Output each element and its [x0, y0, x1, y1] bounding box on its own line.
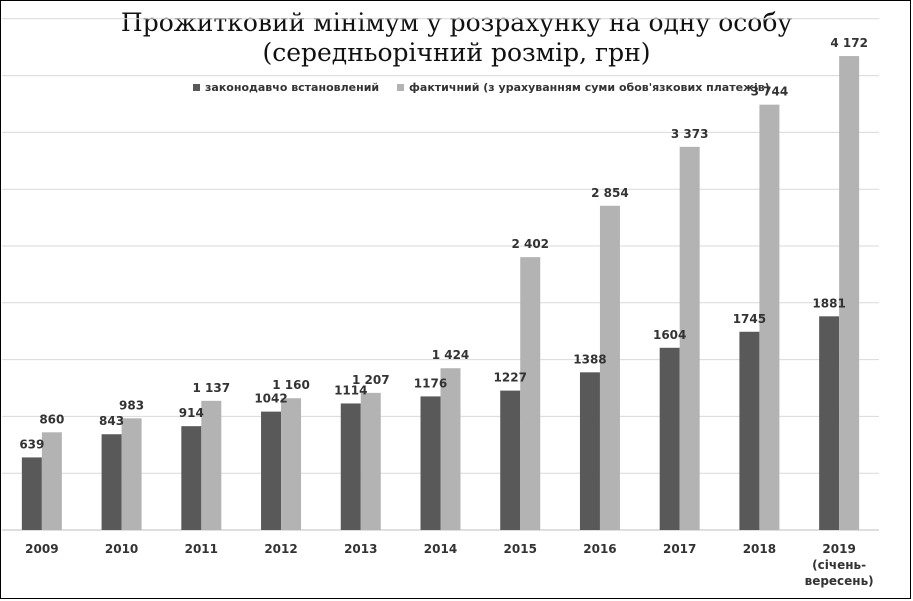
- data-label-statutory-2012: 1042: [254, 392, 287, 406]
- bar-statutory-2012: [261, 411, 282, 530]
- x-tick-sublabel-2019-0: (січень-: [812, 558, 866, 572]
- bar-actual-2015: [520, 257, 541, 530]
- legend-item-actual: фактичний (з урахуванням суми обов'язков…: [397, 81, 770, 94]
- bar-actual-2019: [839, 56, 860, 531]
- bar-actual-2012: [281, 398, 302, 530]
- x-tick-label-2009: 2009: [25, 542, 58, 556]
- x-tick-sublabel-2019-1: вересень): [805, 574, 874, 588]
- bar-actual-2014: [440, 368, 461, 530]
- x-tick-label-2010: 2010: [105, 542, 138, 556]
- bar-actual-2017: [679, 146, 700, 530]
- x-tick-label-2014: 2014: [424, 542, 457, 556]
- bar-actual-2011: [201, 400, 222, 530]
- bar-statutory-2009: [21, 457, 42, 530]
- bar-statutory-2018: [739, 331, 760, 530]
- data-label-actual-2019: 4 172: [830, 36, 868, 50]
- data-label-statutory-2018: 1745: [733, 312, 766, 326]
- bar-statutory-2017: [659, 347, 680, 530]
- chart-title: Прожитковий мінімум у розрахунку на одну…: [120, 8, 793, 37]
- x-tick-label-2019: 2019: [822, 542, 855, 556]
- bar-actual-2010: [121, 418, 142, 530]
- x-tick-label-2011: 2011: [185, 542, 218, 556]
- bars: [21, 56, 860, 531]
- x-tick-label-2015: 2015: [504, 542, 537, 556]
- x-tick-label-2016: 2016: [583, 542, 616, 556]
- data-label-statutory-2017: 1604: [653, 328, 686, 342]
- data-label-actual-2015: 2 402: [511, 237, 549, 251]
- data-label-actual-2017: 3 373: [671, 127, 709, 141]
- legend-label-statutory: законодавчо встановлений: [205, 81, 380, 94]
- data-label-actual-2011: 1 137: [193, 381, 231, 395]
- data-label-statutory-2014: 1176: [414, 376, 447, 390]
- legend-item-statutory: законодавчо встановлений: [193, 81, 379, 94]
- data-label-statutory-2013: 1114: [334, 383, 367, 397]
- bar-statutory-2013: [340, 403, 361, 530]
- bar-statutory-2015: [500, 390, 521, 530]
- data-label-actual-2016: 2 854: [591, 186, 629, 200]
- bar-statutory-2019: [819, 316, 840, 530]
- x-tick-label-2013: 2013: [344, 542, 377, 556]
- data-label-statutory-2016: 1388: [573, 352, 606, 366]
- bar-actual-2013: [360, 392, 381, 530]
- data-label-actual-2009: 860: [39, 412, 64, 426]
- chart-subtitle: (середньорічний розмір, грн): [262, 38, 651, 67]
- data-label-actual-2014: 1 424: [432, 348, 470, 362]
- x-tick-label-2018: 2018: [743, 542, 776, 556]
- bar-statutory-2016: [579, 372, 600, 530]
- bar-actual-2018: [759, 104, 780, 530]
- legend-swatch-statutory: [193, 84, 200, 91]
- x-tick-label-2012: 2012: [264, 542, 297, 556]
- data-label-actual-2018: 3 744: [751, 85, 789, 99]
- data-label-actual-2010: 983: [119, 398, 144, 412]
- data-label-actual-2013: 1 207: [352, 373, 390, 387]
- bar-statutory-2010: [101, 434, 122, 530]
- bar-actual-2009: [41, 432, 62, 530]
- data-label-statutory-2009: 639: [19, 437, 44, 451]
- data-label-statutory-2015: 1227: [494, 371, 527, 385]
- data-label-statutory-2011: 914: [179, 406, 204, 420]
- data-label-actual-2012: 1 160: [272, 378, 310, 392]
- x-tick-label-2017: 2017: [663, 542, 696, 556]
- x-axis: 2009 2010 2011 2012 2013 2014 2015 2016 2017 2018…: [25, 542, 874, 588]
- legend-swatch-actual: [397, 84, 404, 91]
- bar-actual-2016: [599, 205, 620, 531]
- data-label-statutory-2019: 1881: [812, 296, 845, 310]
- legend-label-actual: фактичний (з урахуванням суми обов'язков…: [409, 81, 770, 94]
- bar-statutory-2014: [420, 396, 441, 530]
- bar-statutory-2011: [181, 426, 202, 530]
- data-label-statutory-2010: 843: [99, 414, 124, 428]
